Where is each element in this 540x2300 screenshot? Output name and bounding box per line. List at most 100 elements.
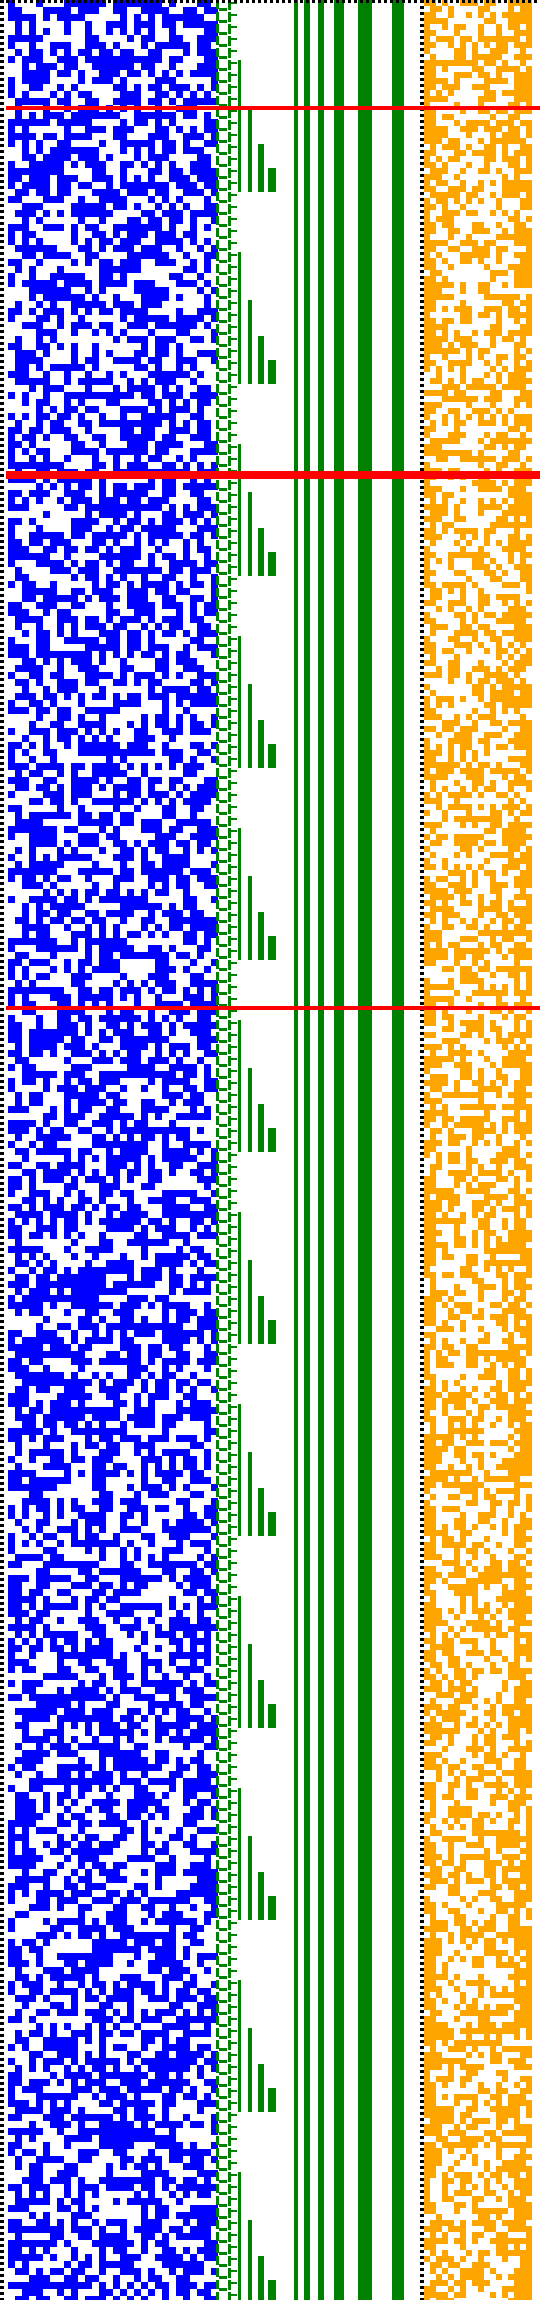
- blue-cell-run: [190, 490, 204, 497]
- blue-cell-run: [22, 1869, 29, 1876]
- blue-cell-run: [8, 1036, 22, 1043]
- orange-cell-run: [448, 1662, 460, 1668]
- comb-tick: [231, 722, 237, 724]
- blue-cell-run: [127, 385, 155, 392]
- blue-cell-run: [190, 91, 197, 98]
- comb-tick: [216, 2088, 219, 2097]
- blue-cell-run: [197, 1036, 218, 1043]
- blue-cell-run: [148, 1078, 155, 1085]
- comb-tick: [231, 1406, 237, 1408]
- orange-cell-run: [502, 366, 508, 372]
- comb-tick: [231, 1946, 237, 1948]
- comb-tick: [216, 996, 219, 1005]
- blue-cell-run: [15, 567, 22, 574]
- orange-cell-run: [466, 1440, 484, 1446]
- blue-cell-run: [29, 959, 50, 966]
- blue-cell-run: [134, 1120, 148, 1127]
- orange-cell-run: [520, 1290, 526, 1296]
- orange-cell-run: [514, 1200, 532, 1206]
- blue-cell-run: [29, 1435, 36, 1442]
- comb-tick: [228, 2172, 231, 2182]
- orange-cell-run: [490, 1554, 496, 1560]
- orange-cell-run: [436, 606, 442, 612]
- orange-cell-run: [466, 1344, 478, 1350]
- blue-cell-run: [197, 952, 204, 959]
- comb-step: [258, 720, 264, 732]
- comb-tick: [228, 732, 231, 742]
- blue-cell-run: [29, 2079, 50, 2086]
- blue-cell-run: [29, 1190, 50, 1197]
- blue-cell-run: [127, 630, 141, 637]
- comb-tick: [228, 1908, 231, 1918]
- orange-cell-run: [448, 1020, 454, 1026]
- blue-cell-run: [99, 196, 127, 203]
- blue-cell-run: [78, 1568, 92, 1575]
- blue-cell-run: [64, 1386, 85, 1393]
- comb-step: [258, 2076, 264, 2088]
- orange-cell-run: [424, 1296, 442, 1302]
- comb-tick: [231, 1430, 237, 1432]
- orange-cell-run: [424, 582, 436, 588]
- comb-step: [248, 492, 252, 504]
- comb-tick: [228, 564, 231, 574]
- blue-cell-run: [22, 70, 50, 77]
- orange-cell-run: [472, 954, 484, 960]
- blue-cell-run: [106, 28, 113, 35]
- comb-tick: [219, 2024, 227, 2027]
- blue-cell-run: [36, 931, 50, 938]
- blue-cell-run: [71, 518, 99, 525]
- orange-cell-run: [490, 882, 508, 888]
- blue-cell-run: [169, 798, 176, 805]
- blue-cell-run: [155, 1666, 162, 1673]
- comb-tick: [228, 420, 231, 430]
- blue-cell-run: [15, 2156, 22, 2163]
- orange-cell-run: [478, 966, 490, 972]
- orange-cell-run: [478, 30, 484, 36]
- orange-cell-run: [508, 972, 520, 978]
- orange-cell-run: [454, 888, 472, 894]
- blue-cell-run: [155, 2282, 169, 2289]
- blue-cell-run: [169, 504, 176, 511]
- comb-step: [258, 2064, 264, 2076]
- blue-cell-run: [134, 84, 141, 91]
- blue-cell-run: [99, 1638, 113, 1645]
- comb-tick: [219, 1172, 227, 1175]
- orange-cell-run: [496, 1092, 502, 1098]
- blue-cell-run: [155, 2121, 183, 2128]
- blue-cell-run: [92, 1946, 141, 1953]
- blue-cell-run: [162, 1337, 190, 1344]
- blue-cell-run: [176, 840, 190, 847]
- orange-cell-run: [424, 936, 442, 942]
- orange-cell-run: [490, 684, 496, 690]
- orange-cell-run: [520, 1434, 532, 1440]
- blue-cell-run: [141, 7, 169, 14]
- blue-cell-run: [141, 1729, 148, 1736]
- orange-cell-run: [478, 1290, 484, 1296]
- blue-cell-run: [106, 1393, 120, 1400]
- blue-cell-run: [183, 1393, 197, 1400]
- blue-cell-run: [148, 1393, 169, 1400]
- blue-cell-run: [29, 1785, 43, 1792]
- comb-tick: [219, 1076, 227, 1079]
- blue-cell-run: [43, 1078, 50, 1085]
- comb-tick: [231, 2270, 237, 2272]
- orange-cell-run: [424, 1476, 448, 1482]
- orange-cell-run: [460, 1422, 466, 1428]
- comb-tick: [219, 1448, 227, 1451]
- blue-cell-run: [106, 2184, 134, 2191]
- orange-cell-run: [526, 534, 532, 540]
- comb-tick: [216, 1692, 219, 1701]
- comb-tick: [219, 296, 227, 299]
- blue-cell-run: [43, 392, 50, 399]
- blue-cell-run: [29, 1253, 36, 1260]
- blue-cell-run: [106, 21, 127, 28]
- blue-cell-run: [197, 35, 218, 42]
- orange-cell-run: [424, 978, 430, 984]
- comb-tick: [231, 1346, 237, 1348]
- orange-cell-run: [430, 438, 460, 444]
- orange-cell-run: [514, 396, 532, 402]
- blue-cell-run: [120, 371, 127, 378]
- orange-cell-run: [502, 918, 514, 924]
- blue-cell-run: [120, 238, 141, 245]
- comb-step: [248, 372, 252, 384]
